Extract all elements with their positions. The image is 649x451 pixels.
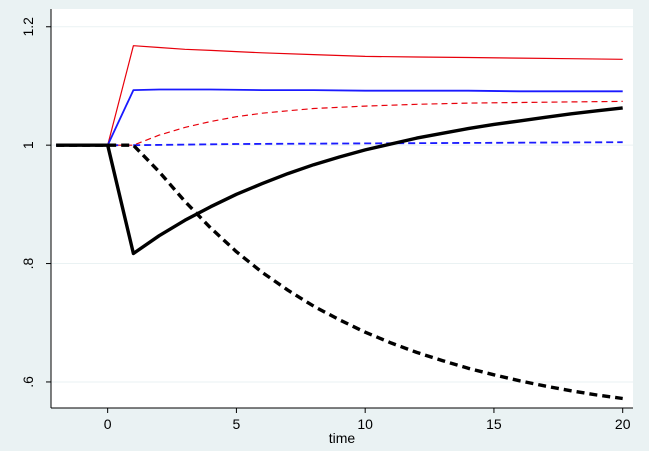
x-tick-label: 20 <box>615 416 631 432</box>
x-tick-label: 5 <box>233 416 241 432</box>
series-line-blue-solid <box>56 88 623 147</box>
x-axis-ticks: 0 5 10 15 20 <box>104 408 631 432</box>
series-line-blue-dashed <box>56 141 623 147</box>
x-tick-label: 15 <box>486 416 502 432</box>
series-line-red-dashed <box>56 100 623 146</box>
series-line-black-dashed <box>56 143 623 401</box>
series-line-red-solid <box>56 45 623 146</box>
y-tick-label: 1.2 <box>20 17 36 37</box>
y-tick-label: .6 <box>20 376 36 388</box>
x-tick-label: 10 <box>357 416 373 432</box>
series-lines <box>56 45 623 401</box>
x-axis-title: time <box>329 430 356 446</box>
y-tick-label: 1 <box>20 141 36 149</box>
y-tick-label: .8 <box>20 258 36 270</box>
y-axis-ticks: .6 .8 1 1.2 <box>20 17 51 388</box>
plot-area <box>51 9 633 408</box>
x-tick-label: 0 <box>104 416 112 432</box>
series-line-black-solid <box>56 106 623 256</box>
